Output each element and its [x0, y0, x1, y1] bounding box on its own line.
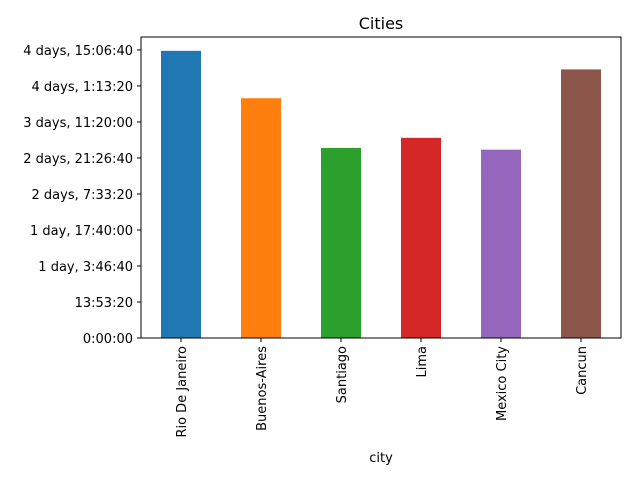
y-axis: 0:00:00 13:53:20 1 day, 3:46:40 1 day, 17:4…: [23, 44, 141, 347]
bar-cancun: [561, 69, 601, 339]
bar-lima: [401, 137, 441, 338]
x-tick-label: Lima: [415, 346, 430, 377]
y-tick-label: 13:53:20: [75, 296, 133, 311]
y-tick-label: 3 days, 11:20:00: [23, 116, 133, 131]
bar-mexico-city: [481, 149, 521, 338]
x-tick-label: Buenos-Aires: [255, 346, 270, 431]
x-tick-label: Cancun: [575, 346, 590, 395]
x-axis-label: city: [369, 451, 393, 466]
x-axis: Rio De Janeiro Buenos-Aires Santiago Lima Me…: [175, 338, 590, 438]
y-tick-label: 0:00:00: [83, 332, 133, 347]
y-tick-label: 1 day, 17:40:00: [30, 224, 133, 239]
x-tick-label: Rio De Janeiro: [175, 346, 190, 438]
y-tick-label: 2 days, 21:26:40: [23, 152, 133, 167]
x-tick-label: Mexico City: [495, 346, 510, 421]
x-tick-label: Santiago: [335, 346, 350, 403]
y-tick-label: 1 day, 3:46:40: [38, 260, 133, 275]
y-tick-label: 4 days, 15:06:40: [23, 44, 133, 59]
y-tick-label: 2 days, 7:33:20: [32, 188, 133, 203]
bar-santiago: [321, 147, 361, 338]
bar-buenos-aires: [241, 98, 281, 339]
bars-group: [161, 50, 601, 339]
plot-frame: [140, 36, 622, 339]
bar-rio-de-janeiro: [161, 50, 201, 338]
y-tick-label: 4 days, 1:13:20: [32, 80, 133, 95]
chart-title: Cities: [359, 14, 404, 33]
